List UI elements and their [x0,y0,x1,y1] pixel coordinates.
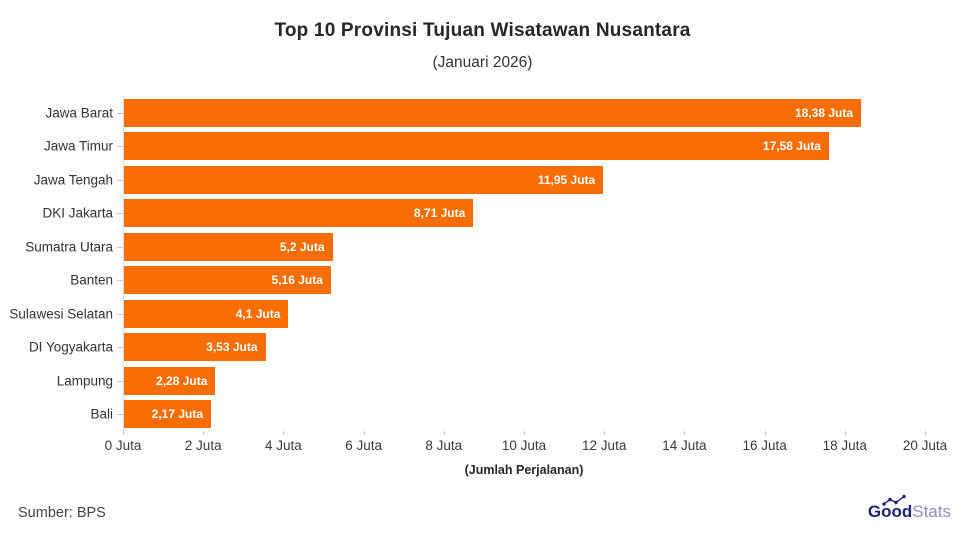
y-tick [117,246,123,248]
bar: 5,2 Juta [124,232,333,261]
x-tick-mark [203,431,205,435]
x-tick-label: 6 Juta [345,438,382,453]
value-label: 2,17 Juta [151,407,204,422]
value-label: 8,71 Juta [413,206,466,221]
bar: 5,16 Juta [124,266,331,295]
bar-row: Lampung 2,28 Juta [57,364,926,398]
bar: 18,38 Juta [124,98,862,127]
x-tick-mark [443,431,445,435]
bar-row: DI Yogyakarta 3,53 Juta [29,331,926,365]
bar: 11,95 Juta [124,165,604,194]
x-tick-label: 18 Juta [822,438,867,453]
x-tick-label: 14 Juta [662,438,707,453]
y-tick [117,213,123,215]
bar: 2,28 Juta [124,366,216,395]
bar-row: Jawa Barat 18,38 Juta [45,96,926,130]
category-label: Jawa Tengah [33,172,113,188]
category-label: Sulawesi Selatan [9,306,113,322]
x-tick-mark [363,431,365,435]
category-label: Bali [90,406,113,422]
bar-row: Banten 5,16 Juta [70,264,926,298]
y-tick [117,112,123,114]
value-label: 17,58 Juta [762,139,821,154]
x-tick-mark [925,431,926,435]
category-label: Jawa Barat [45,105,113,121]
value-label: 11,95 Juta [537,172,596,187]
x-axis: 0 Juta 2 Juta 4 Juta 6 Juta 8 Juta 10 Juta 12 … [105,431,947,459]
value-label: 5,2 Juta [279,239,325,254]
chart-title: Top 10 Provinsi Tujuan Wisatawan Nusanta… [274,20,691,41]
goodstats-logo: GoodStats [867,494,951,522]
chart-subtitle: (Januari 2026) [432,54,533,71]
x-tick-mark [684,431,686,435]
plot-area: Jawa Barat 18,38 Juta Jawa Timur 17,58 Juta… [9,96,926,432]
y-tick [117,146,123,148]
x-tick-label: 16 Juta [742,438,787,453]
category-label: Jawa Timur [43,138,113,154]
bar-row: Jawa Timur 17,58 Juta [44,130,926,164]
x-tick-mark [524,431,525,435]
bar-row: Sulawesi Selatan 4,1 Juta [9,297,926,331]
value-label: 18,38 Juta [794,105,854,120]
y-tick [117,280,123,282]
x-tick-label: 8 Juta [425,438,463,453]
value-label: 4,1 Juta [235,306,281,321]
y-tick [117,179,123,181]
x-tick-mark [764,431,766,435]
x-tick-mark [123,431,124,435]
bar-row: DKI Jakarta 8,71 Juta [42,197,926,231]
y-tick [117,347,123,349]
x-tick-label: 20 Juta [902,438,948,453]
value-label: 2,28 Juta [156,373,208,388]
logo-text-light: Stats [912,502,951,521]
y-tick [117,414,123,416]
x-tick-label: 0 Juta [104,438,142,453]
category-label: DKI Jakarta [42,205,113,221]
x-tick-label: 4 Juta [265,438,302,453]
bar: 8,71 Juta [124,199,474,228]
value-label: 5,16 Juta [271,273,323,288]
x-axis-title: (Jumlah Perjalanan) [464,463,584,477]
category-label: Lampung [56,373,113,389]
category-label: Sumatra Utara [25,239,113,255]
category-label: DI Yogyakarta [28,339,113,355]
sparkline-icon [882,494,906,506]
x-tick-mark [604,431,606,435]
value-label: 3,53 Juta [206,340,258,355]
x-tick-label: 12 Juta [582,438,627,453]
source-label: Sumber: BPS [18,505,106,521]
category-label: Banten [70,272,113,288]
bar: 3,53 Juta [124,333,266,362]
y-tick [117,380,123,382]
bar-row: Jawa Tengah 11,95 Juta [34,163,926,197]
x-tick-label: 2 Juta [184,438,222,453]
x-tick-label: 10 Juta [501,438,547,453]
bar-row: Sumatra Utara 5,2 Juta [25,230,926,264]
x-tick-mark [844,431,846,435]
y-tick [117,313,123,315]
bar-row: Bali 2,17 Juta [90,398,926,432]
bar: 17,58 Juta [124,132,829,161]
logo-text-bold: Good [867,502,913,521]
x-tick-mark [283,431,285,435]
bar: 2,17 Juta [124,400,212,429]
bar: 4,1 Juta [124,299,289,328]
